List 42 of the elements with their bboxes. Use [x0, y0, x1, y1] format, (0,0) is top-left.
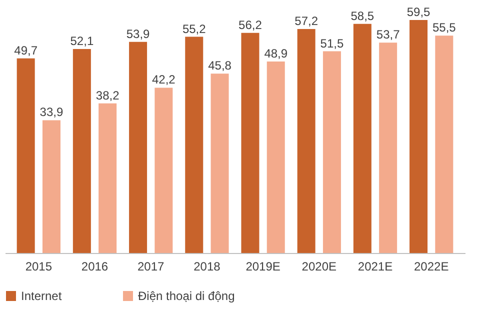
- legend-label: Điện thoại di động: [138, 289, 235, 303]
- data-label: 57,2: [294, 14, 318, 28]
- bar: [379, 42, 398, 253]
- data-label: 52,1: [70, 34, 94, 48]
- bar: [297, 28, 316, 253]
- data-label: 55,2: [182, 22, 206, 36]
- data-label: 49,7: [14, 43, 38, 58]
- x-tick-label: 2019E: [246, 260, 280, 274]
- data-label: 45,8: [208, 58, 232, 73]
- x-tick-label: 2017: [138, 260, 165, 274]
- bar: [16, 58, 35, 253]
- data-label: 33,9: [40, 105, 64, 120]
- data-label: 48,9: [264, 46, 288, 60]
- data-label: 58,5: [350, 8, 374, 23]
- x-tick-label: 2022E: [414, 260, 449, 274]
- legend-label: Internet: [21, 289, 62, 303]
- x-tick-label: 2021E: [358, 260, 393, 274]
- bar: [72, 48, 91, 253]
- bar: [129, 42, 148, 253]
- bar: [353, 24, 372, 253]
- x-tick-label: 2018: [194, 260, 221, 274]
- data-label: 42,2: [152, 72, 176, 87]
- bar: [322, 51, 341, 253]
- bar: [241, 32, 260, 253]
- bar: [185, 36, 204, 253]
- x-tick-label: 2020E: [302, 260, 336, 274]
- bar: [210, 74, 229, 253]
- bar: [266, 61, 285, 253]
- data-label: 56,2: [238, 18, 262, 32]
- x-tick-label: 2015: [25, 260, 52, 274]
- bar: [435, 36, 454, 253]
- bar: [154, 88, 173, 253]
- data-label: 55,5: [432, 20, 456, 35]
- data-label: 38,2: [96, 88, 120, 102]
- data-label: 59,5: [406, 4, 431, 19]
- data-label: 51,5: [320, 36, 344, 50]
- bar: [42, 120, 60, 253]
- data-label: 53,7: [376, 28, 400, 42]
- x-tick-label: 2016: [81, 260, 108, 274]
- bar: [98, 103, 117, 253]
- bar: [410, 20, 428, 253]
- data-label: 53,9: [126, 26, 150, 41]
